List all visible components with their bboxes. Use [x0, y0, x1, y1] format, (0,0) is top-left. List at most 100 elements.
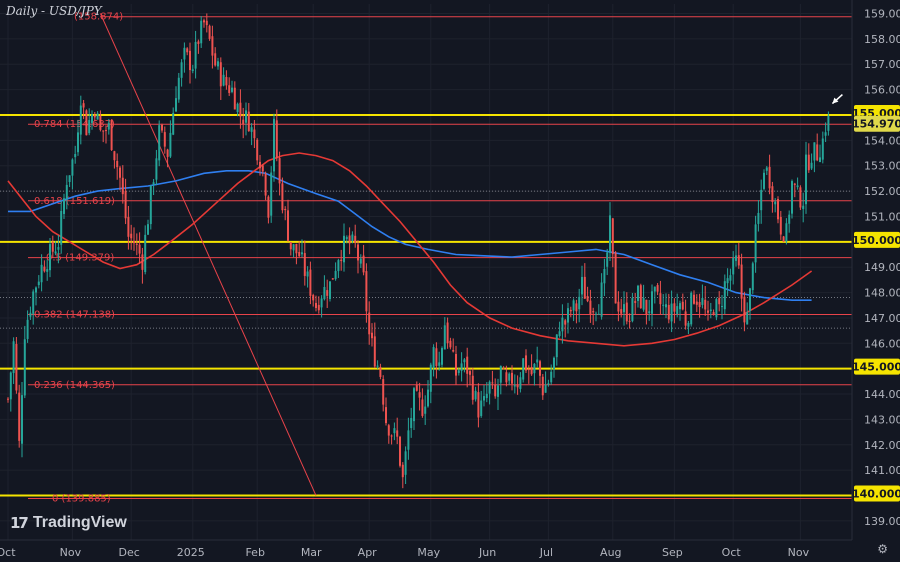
trendline[interactable]	[99, 13, 317, 496]
candle-body	[177, 77, 180, 100]
candle-body	[65, 184, 68, 199]
candle-body	[152, 182, 155, 185]
fib-level-label: 0.382 (147.138)	[34, 309, 115, 320]
candle-body	[474, 390, 477, 400]
candle-body	[653, 286, 656, 292]
candle-body	[404, 451, 407, 475]
candle-body	[121, 177, 124, 195]
candle-body	[362, 255, 365, 273]
price-axis[interactable]: 139.000 140.000 141.000 142.000 143.000 144.0…	[851, 0, 900, 562]
time-tick-label: Mar	[301, 546, 322, 559]
price-tick-label: 141.000	[864, 464, 900, 477]
candle-body	[113, 151, 116, 161]
candle-body	[116, 160, 119, 168]
candle-body	[639, 285, 642, 309]
tradingview-logo[interactable]: 17 TradingView	[10, 514, 127, 532]
candle-body	[819, 157, 821, 163]
candle-body	[791, 181, 793, 214]
candle-body	[287, 210, 289, 241]
price-tick-label: 147.000	[864, 312, 900, 325]
candle-body	[186, 48, 189, 53]
candle-body	[301, 252, 303, 255]
candle-body	[631, 298, 634, 322]
time-tick-label: Dec	[119, 546, 140, 559]
candle-body	[138, 244, 141, 254]
candle-body	[547, 383, 550, 385]
candle-body	[726, 278, 729, 284]
candle-body	[527, 369, 530, 371]
candle-body	[278, 158, 281, 184]
candle-body	[609, 215, 611, 253]
candle-body	[368, 312, 371, 335]
candle-body	[15, 343, 18, 391]
candle-body	[679, 303, 681, 310]
candle-body	[558, 331, 561, 337]
candle-body	[581, 276, 583, 295]
fibonacci-levels: (158.874) 0.784 (154.637) 0.618 (151.619) 0…	[28, 12, 852, 504]
candle-body	[96, 113, 99, 120]
time-axis[interactable]: Oct Nov Dec 2025 Feb Mar Apr May Jun Jul Aug Sep Oct…	[0, 539, 852, 559]
candle-body	[805, 154, 807, 205]
candle-body	[309, 269, 312, 296]
candle-body	[91, 114, 93, 123]
candle-body	[567, 308, 569, 323]
candle-body	[807, 154, 810, 171]
candle-body	[133, 240, 135, 244]
candle-body	[421, 399, 424, 416]
candle-body	[477, 392, 480, 418]
candle-body	[250, 127, 253, 132]
candle-body	[435, 348, 438, 366]
candle-body	[620, 309, 623, 314]
settings-icon[interactable]: ⚙	[877, 542, 888, 556]
candle-body	[810, 162, 813, 169]
price-tick-label: 144.000	[864, 388, 900, 401]
price-tick-label: 149.000	[864, 261, 900, 274]
candle-body	[68, 175, 71, 183]
candle-body	[163, 132, 166, 147]
price-tag-label: 154.970	[852, 118, 900, 131]
candle-body	[326, 290, 329, 296]
candle-body	[141, 254, 144, 270]
candle-body	[765, 167, 768, 171]
price-tick-label: 148.000	[864, 287, 900, 300]
candle-body	[256, 139, 259, 161]
candle-body	[351, 234, 354, 241]
candle-body	[329, 281, 331, 299]
candle-body	[429, 364, 432, 392]
candle-body	[645, 299, 648, 315]
candlesticks	[7, 13, 830, 489]
candle-body	[774, 201, 777, 205]
candle-body	[466, 356, 469, 374]
candle-body	[530, 367, 533, 375]
candle-body	[371, 332, 373, 339]
candle-body	[337, 260, 340, 272]
chart-title: Daily - USD/JPY	[6, 4, 102, 18]
candle-body	[43, 266, 46, 272]
trendline-segment	[99, 13, 317, 496]
candle-body	[82, 103, 85, 108]
candle-body	[793, 183, 796, 185]
candle-body	[723, 281, 726, 310]
candle-body	[443, 325, 446, 350]
candle-body	[214, 53, 217, 66]
price-tick-label: 153.000	[864, 160, 900, 173]
candle-body	[390, 435, 393, 437]
candle-body	[331, 278, 334, 280]
candle-body	[166, 149, 169, 157]
price-axis-background	[852, 0, 900, 562]
horizontal-level-lines	[0, 113, 852, 497]
candle-body	[18, 392, 21, 441]
candle-body	[491, 382, 494, 384]
candle-body	[211, 36, 214, 56]
candle-body	[387, 425, 390, 436]
candle-body	[303, 253, 306, 276]
candle-body	[712, 312, 715, 315]
candle-body	[760, 189, 763, 211]
candle-body	[715, 299, 718, 318]
arrow-head	[832, 97, 839, 104]
candle-body	[197, 41, 200, 44]
candle-body	[427, 389, 429, 407]
candle-body	[634, 301, 637, 303]
candle-body	[135, 243, 138, 245]
